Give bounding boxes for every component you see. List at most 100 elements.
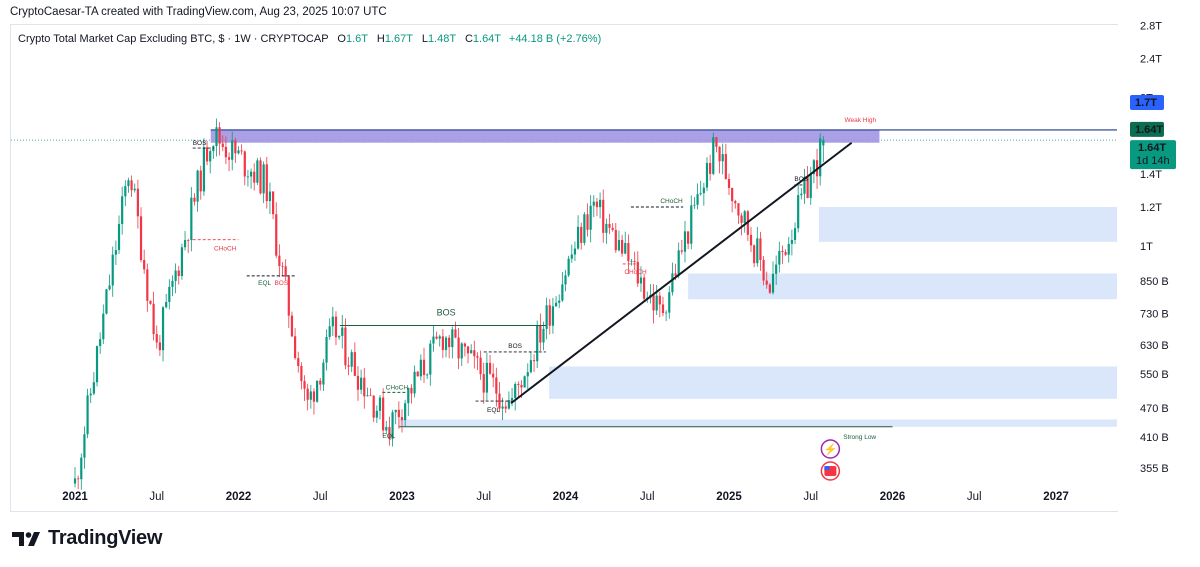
candle-body <box>183 240 187 248</box>
price-tick-label: 2.4T <box>1140 54 1162 66</box>
candle-body <box>243 151 246 177</box>
candle-body <box>775 264 778 274</box>
legend-open: 1.6T <box>345 33 368 45</box>
candle-body <box>77 478 80 480</box>
candle-body <box>709 163 712 174</box>
candle-body <box>514 384 517 398</box>
candle-body <box>293 336 297 359</box>
candle-body <box>366 395 369 397</box>
candle-body <box>240 150 243 152</box>
candle-body <box>256 160 259 183</box>
candle-body <box>576 226 580 249</box>
candle-body <box>117 223 121 251</box>
candle-body <box>671 273 674 293</box>
candle-body <box>454 329 457 338</box>
candle-body <box>429 343 432 375</box>
candle-body <box>498 393 501 409</box>
candle-body <box>668 292 671 313</box>
candle-body <box>756 238 759 264</box>
time-tick-label: 2026 <box>880 491 906 503</box>
candle-body <box>643 277 646 299</box>
candle-body <box>410 387 413 394</box>
candle-body <box>492 373 495 378</box>
candle-body <box>762 260 765 281</box>
candle-body <box>224 146 228 158</box>
weak-high-zone <box>210 129 880 143</box>
candle-body <box>89 393 92 396</box>
candle-body <box>627 243 630 262</box>
candle-body <box>350 352 353 367</box>
time-tick-label: 2023 <box>389 491 415 503</box>
candle-body <box>819 138 822 177</box>
candle-body <box>237 150 240 154</box>
tradingview-logo[interactable]: TradingView <box>12 527 162 550</box>
candle-body <box>215 127 218 147</box>
candle-body <box>202 147 206 192</box>
candle-body <box>683 231 687 252</box>
candle-body <box>290 315 294 337</box>
time-tick-label: 2022 <box>226 491 252 503</box>
candle-body <box>111 254 114 286</box>
candle-body <box>133 188 136 191</box>
price-tick-label: 470 B <box>1140 403 1169 415</box>
time-tick-label: Jul <box>640 491 655 503</box>
candle-body <box>463 343 466 347</box>
candle-body <box>262 164 265 194</box>
candle-body <box>388 427 391 439</box>
demand-zone-1 <box>818 207 1117 242</box>
candle-body <box>523 376 526 388</box>
candle-body <box>771 273 775 293</box>
candle-body <box>551 306 555 326</box>
candle-body <box>460 343 463 359</box>
candle-body <box>407 387 410 404</box>
candle-body <box>822 140 825 146</box>
candle-body <box>564 275 567 285</box>
candle-body <box>781 250 784 253</box>
chart-frame[interactable] <box>10 24 1118 512</box>
candle-body <box>573 248 577 255</box>
candle-body <box>438 336 441 339</box>
candle-body <box>608 223 611 228</box>
candle-body <box>737 203 740 216</box>
ascending-trendline <box>510 141 853 405</box>
choch-label-2024b: CHoCH <box>624 269 647 276</box>
candle-body <box>275 214 278 256</box>
candle-body <box>205 147 209 162</box>
candle-body <box>108 285 111 290</box>
candle-body <box>665 312 668 314</box>
price-tick-label: 850 B <box>1140 276 1169 288</box>
bos-label-2023: BOS <box>508 343 522 350</box>
candle-body <box>278 255 281 267</box>
candle-body <box>136 188 139 217</box>
candle-body <box>466 346 470 354</box>
time-tick-label: Jul <box>476 491 491 503</box>
candle-body <box>312 391 316 402</box>
candle-body <box>281 266 284 267</box>
candle-body <box>259 160 262 194</box>
candle-body <box>400 417 404 421</box>
bos-label-major: BOS <box>437 308 456 318</box>
candle-body <box>517 384 520 386</box>
candle-body <box>488 362 492 374</box>
candle-body <box>536 325 539 362</box>
candle-body <box>394 409 397 413</box>
candle-body <box>99 339 102 347</box>
candle-body <box>416 371 419 377</box>
legend-high: 1.67T <box>384 33 413 45</box>
candle-body <box>485 362 488 393</box>
candle-body <box>605 223 608 233</box>
eql-label-2022: EQL <box>258 280 271 287</box>
lightning-glyph: ⚡ <box>824 443 838 456</box>
candle-body <box>322 362 325 385</box>
candle-body <box>674 273 677 276</box>
eql-label-2022-low: EQL <box>382 433 395 440</box>
symbol-title: Crypto Total Market Cap Excluding BTC, $… <box>18 33 329 45</box>
time-tick-label: 2027 <box>1043 491 1069 503</box>
candle-body <box>227 157 231 160</box>
candle-body <box>303 381 306 389</box>
candle-body <box>316 380 319 402</box>
candle-body <box>677 250 680 276</box>
candle-body <box>718 146 721 162</box>
candle-body <box>209 151 212 162</box>
